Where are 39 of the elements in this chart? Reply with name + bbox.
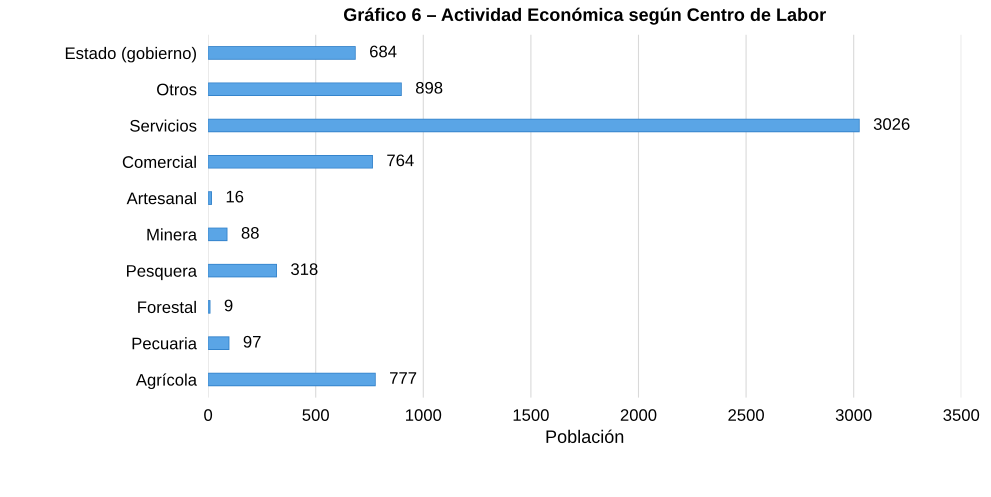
y-tick-label: Estado (gobierno) [66, 46, 196, 62]
data-label: 97 [244, 336, 261, 348]
y-tick-label: Minera [147, 228, 197, 241]
bar [208, 82, 402, 96]
x-tick-label: 1000 [406, 409, 442, 421]
x-tick-label: 1500 [514, 409, 549, 421]
x-tick-label: 0 [204, 409, 212, 421]
bar [208, 372, 376, 386]
y-tick-label: Pecuaria [132, 337, 197, 350]
y-tick-label: Artesanal [126, 192, 196, 204]
y-tick-label: Agrícola [136, 373, 197, 390]
bar [208, 46, 356, 60]
x-tick-label: 2500 [728, 409, 764, 421]
y-tick-label: Forestal [138, 300, 196, 314]
x-axis-title: Población [546, 430, 624, 444]
bar [208, 336, 230, 350]
data-label: 3026 [874, 118, 910, 130]
y-tick-label: Servicios [130, 119, 196, 132]
x-tick-label: 500 [302, 409, 329, 421]
x-tick-label: 3500 [943, 409, 980, 421]
data-label: 9 [224, 300, 232, 312]
bar [208, 191, 212, 205]
y-tick-label: Pesquera [127, 265, 198, 280]
chart-title: Gráfico 6 – Actividad Económica según Centro de Labor [344, 8, 826, 25]
bar [208, 264, 277, 278]
x-tick-label: 3000 [836, 409, 872, 421]
data-label: 684 [370, 46, 397, 58]
data-label: 777 [390, 372, 416, 384]
x-tick-label: 2000 [620, 409, 656, 421]
data-label: 764 [387, 154, 414, 166]
data-label: 318 [291, 263, 318, 276]
bar [208, 228, 228, 242]
y-tick-label: Comercial [122, 156, 196, 168]
bar [208, 118, 860, 132]
data-label: 898 [416, 82, 442, 94]
bar [208, 155, 373, 169]
data-label: 88 [242, 227, 259, 239]
y-tick-label: Otros [157, 84, 196, 96]
data-label: 16 [226, 190, 244, 203]
